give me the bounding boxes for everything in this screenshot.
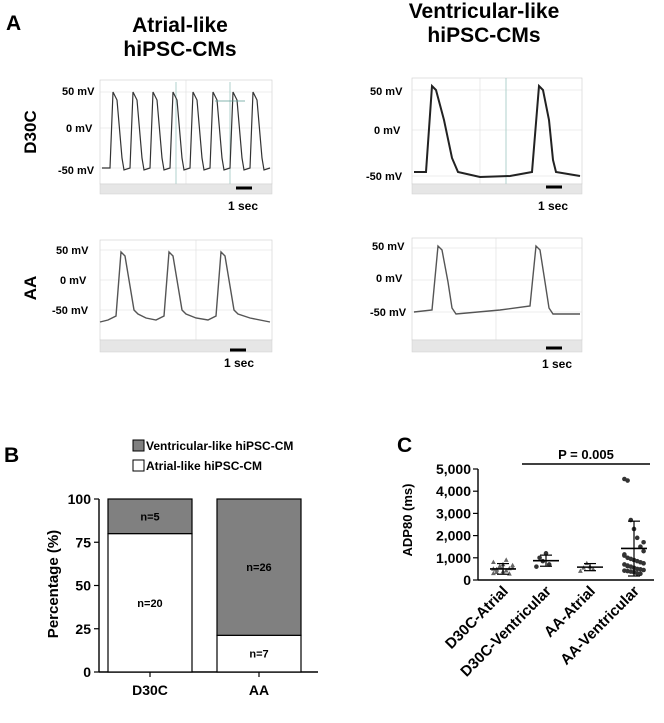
data-point [543, 551, 549, 556]
trace-d30c-ventricular [411, 77, 583, 195]
trace-aa-atrial [99, 239, 273, 353]
legend-label-ventricular: Ventricular-like hiPSC-CM [146, 439, 293, 453]
trace4-bottom-label: -50 mV [370, 307, 407, 319]
data-point [503, 557, 509, 562]
row-label-aa: AA [21, 276, 40, 301]
x-tick-label: D30C [132, 682, 168, 698]
x-tick-label: AA [249, 682, 269, 698]
bar-segment [216, 498, 302, 636]
y-tick-label: 25 [75, 621, 91, 637]
data-point [510, 562, 515, 568]
trace2-bottom-label: -50 mV [366, 171, 403, 183]
chart-c-ylabel: ADP80 (ms) [400, 484, 415, 557]
data-point [590, 566, 596, 572]
y-tick-label: 0 [463, 572, 471, 588]
y-tick-label: 1,000 [436, 550, 471, 566]
trace-line [99, 250, 271, 323]
title-ventricular-line2: hiPSC-CMs [427, 24, 540, 47]
stacked-bar-chart: 0 25 50 75 100 n=20 n=5 D30C n=7 n=26 AA [68, 491, 318, 698]
data-point [578, 568, 583, 573]
trace-line [413, 244, 580, 315]
y-tick-label: 3,000 [436, 505, 471, 521]
trace1-scalebar-label: 1 sec [228, 199, 258, 213]
segment-label: n=20 [137, 598, 162, 610]
panel-label-b: B [4, 444, 19, 467]
trace3-scalebar-label: 1 sec [224, 356, 254, 370]
y-tick-label: 5,000 [436, 461, 471, 477]
trace-line [102, 91, 271, 171]
y-tick-label: 100 [68, 491, 92, 507]
data-point [534, 564, 539, 569]
data-point [625, 563, 630, 569]
y-tick-label: 0 [83, 664, 91, 680]
trace4-scalebar-label: 1 sec [542, 357, 572, 371]
segment-label: n=7 [249, 649, 268, 661]
data-point [641, 548, 646, 554]
bar-segment [107, 498, 193, 535]
trace2-mid-label: 0 mV [374, 125, 401, 137]
trace1-bottom-label: -50 mV [58, 165, 95, 177]
title-atrial-line2: hiPSC-CMs [123, 38, 236, 61]
data-point [546, 562, 552, 567]
trace-line [414, 83, 581, 179]
scatter-chart: 01,0002,0003,0004,0005,000D30C-AtrialD30… [436, 447, 654, 680]
data-point [641, 539, 646, 545]
bar-segment [107, 532, 193, 673]
data-point [641, 567, 646, 573]
trace3-top-label: 50 mV [56, 245, 89, 257]
trace3-mid-label: 0 mV [60, 275, 87, 287]
data-point [622, 552, 627, 557]
data-point [494, 569, 499, 575]
trace3-bottom-label: -50 mV [52, 305, 89, 317]
data-point [641, 561, 646, 566]
data-point [638, 571, 643, 577]
trace4-mid-label: 0 mV [376, 273, 403, 285]
y-tick-label: 4,000 [436, 483, 471, 499]
segment-label: n=5 [140, 511, 159, 523]
y-tick-label: 50 [75, 578, 91, 594]
p-value-annotation: P = 0.005 [558, 447, 614, 462]
title-atrial-line1: Atrial-like [132, 14, 228, 37]
legend-swatch-atrial [132, 459, 145, 472]
y-tick-label: 2,000 [436, 528, 471, 544]
data-point [625, 478, 630, 483]
data-point [491, 559, 496, 565]
title-ventricular-line1: Ventricular-like [409, 0, 560, 23]
data-point [491, 570, 496, 576]
legend-swatch-ventricular [132, 439, 145, 452]
data-point [584, 560, 590, 566]
panel-label-a: A [6, 12, 21, 35]
data-point [537, 555, 542, 561]
row-label-d30c: D30C [21, 110, 40, 153]
trace-aa-ventricular [411, 237, 583, 353]
panel-label-c: C [397, 434, 412, 457]
y-tick-label: 75 [75, 534, 91, 550]
segment-label: n=26 [246, 562, 271, 574]
trace1-top-label: 50 mV [62, 86, 95, 98]
data-point [634, 535, 640, 541]
chart-b-ylabel: Percentage (%) [45, 530, 62, 638]
trace-d30c-atrial [99, 79, 273, 195]
legend-label-atrial: Atrial-like hiPSC-CM [146, 459, 262, 473]
trace2-scalebar-label: 1 sec [538, 199, 568, 213]
trace2-top-label: 50 mV [370, 86, 403, 98]
trace4-top-label: 50 mV [372, 241, 405, 253]
data-point [497, 564, 503, 569]
trace1-mid-label: 0 mV [66, 123, 93, 135]
x-tick-label: AA-Ventricular [557, 583, 643, 669]
data-point [503, 568, 509, 573]
